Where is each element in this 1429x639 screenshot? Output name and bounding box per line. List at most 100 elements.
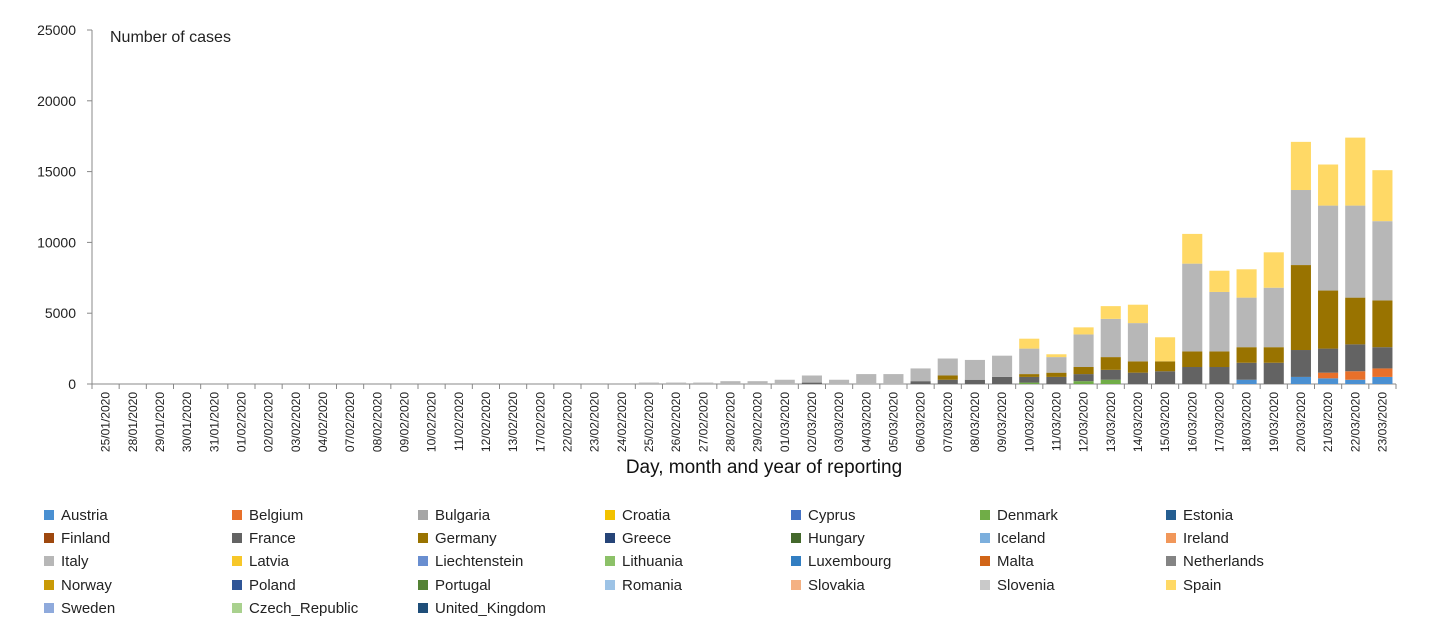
x-tick-label: 20/03/2020	[1294, 392, 1308, 452]
bar-segment-france	[1372, 347, 1393, 369]
bar-segment-spain	[1318, 164, 1339, 206]
legend-swatch	[980, 533, 990, 543]
x-tick-label: 05/03/2020	[886, 392, 900, 452]
legend-label: Iceland	[997, 530, 1045, 547]
x-tick-label: 12/02/2020	[479, 392, 493, 452]
x-tick-label: 30/01/2020	[180, 392, 194, 452]
bar-segment-spain	[1127, 304, 1148, 324]
y-tick-label: 5000	[45, 305, 76, 321]
bar-segment-france	[1019, 376, 1040, 383]
x-tick-label: 08/02/2020	[370, 392, 384, 452]
x-tick-label: 11/02/2020	[452, 392, 466, 451]
bar-segment-france	[1236, 362, 1257, 380]
bar-segment-italy	[1046, 357, 1067, 373]
legend-label: Hungary	[808, 530, 865, 547]
legend-label: Latvia	[249, 553, 290, 570]
x-tick-label: 28/02/2020	[723, 392, 737, 452]
bar-segment-spain	[1019, 338, 1040, 349]
x-tick-label: 02/02/2020	[262, 392, 276, 452]
bar-segment-belgium	[1345, 371, 1366, 380]
bar-segment-spain	[1100, 306, 1121, 319]
bar-segment-germany	[1182, 351, 1203, 368]
x-tick-label: 29/01/2020	[153, 392, 167, 452]
bar-segment-italy	[693, 382, 714, 384]
bar-segment-italy	[1345, 205, 1366, 298]
legend-swatch	[605, 510, 615, 520]
legend-label: Bulgaria	[435, 507, 491, 524]
bar-segment-spain	[1182, 233, 1203, 264]
x-tick-label: 02/03/2020	[805, 392, 819, 452]
legend-label: Portugal	[435, 577, 491, 594]
legend-swatch	[418, 533, 428, 543]
x-tick-label: 14/03/2020	[1131, 392, 1145, 452]
x-tick-label: 25/01/2020	[99, 392, 113, 452]
legend-label: Austria	[61, 507, 108, 524]
bar-segment-germany	[1019, 374, 1040, 377]
legend-swatch	[1166, 580, 1176, 590]
legend-swatch	[44, 603, 54, 613]
bar-segment-denmark	[1073, 381, 1094, 384]
bar-segment-italy	[856, 374, 877, 384]
bar-segment-spain	[1290, 141, 1311, 191]
bar-segment-denmark	[1019, 382, 1040, 384]
legend-swatch	[980, 510, 990, 520]
bar-segment-italy	[720, 381, 741, 384]
legend-label: Italy	[61, 553, 89, 570]
x-tick-label: 17/03/2020	[1212, 392, 1226, 452]
x-tick-label: 21/03/2020	[1321, 392, 1335, 452]
bar-segment-france	[937, 379, 958, 384]
legend-swatch	[605, 533, 615, 543]
x-tick-label: 10/03/2020	[1022, 392, 1036, 452]
legend-swatch	[232, 556, 242, 566]
bar-segment-austria	[1345, 379, 1366, 384]
bar-segment-france	[1209, 367, 1230, 384]
bar-segment-germany	[1073, 367, 1094, 375]
x-tick-label: 04/02/2020	[316, 392, 330, 452]
bar-segment-france	[1155, 371, 1176, 384]
y-tick-label: 10000	[37, 234, 76, 250]
x-tick-label: 12/03/2020	[1077, 392, 1091, 452]
bar-segment-france	[801, 382, 822, 384]
legend-label: Malta	[997, 553, 1034, 570]
bar-segment-italy	[992, 355, 1013, 377]
legend-label: Germany	[435, 530, 497, 547]
bar-segment-italy	[964, 359, 985, 380]
bar-segment-belgium	[1372, 368, 1393, 377]
bar-segment-germany	[1263, 347, 1284, 363]
y-tick-label: 20000	[37, 93, 76, 109]
bar-segment-germany	[1372, 300, 1393, 348]
bar-segment-italy	[937, 358, 958, 376]
legend-swatch	[418, 510, 428, 520]
legend-swatch	[605, 556, 615, 566]
x-tick-label: 01/03/2020	[778, 392, 792, 452]
legend-label: Luxembourg	[808, 553, 891, 570]
bar-segment-germany	[1155, 361, 1176, 372]
x-tick-label: 03/03/2020	[832, 392, 846, 452]
legend-label: Estonia	[1183, 507, 1234, 524]
bar-segment-spain	[1209, 270, 1230, 292]
bar-segment-france	[1182, 367, 1203, 384]
bar-segment-austria	[1236, 379, 1257, 384]
x-tick-label: 22/02/2020	[560, 392, 574, 452]
bar-segment-germany	[1209, 351, 1230, 368]
legend-swatch	[232, 603, 242, 613]
x-tick-label: 10/02/2020	[425, 392, 439, 452]
legend-label: Croatia	[622, 507, 671, 524]
bar-segment-france	[1127, 372, 1148, 384]
legend-swatch	[418, 556, 428, 566]
x-tick-label: 22/03/2020	[1348, 392, 1362, 452]
legend-swatch	[791, 556, 801, 566]
bar-segment-italy	[829, 379, 850, 384]
bar-segment-germany	[937, 375, 958, 380]
x-tick-label: 23/02/2020	[588, 392, 602, 452]
legend-label: Spain	[1183, 577, 1221, 594]
bar-segment-france	[1263, 362, 1284, 384]
bar-segment-france	[1046, 376, 1067, 384]
x-tick-label: 16/03/2020	[1185, 392, 1199, 452]
bar-segment-germany	[1100, 357, 1121, 370]
bar-segment-italy	[1073, 334, 1094, 368]
legend-swatch	[44, 533, 54, 543]
bar-segment-italy	[1127, 323, 1148, 362]
bar-segment-france	[992, 376, 1013, 384]
